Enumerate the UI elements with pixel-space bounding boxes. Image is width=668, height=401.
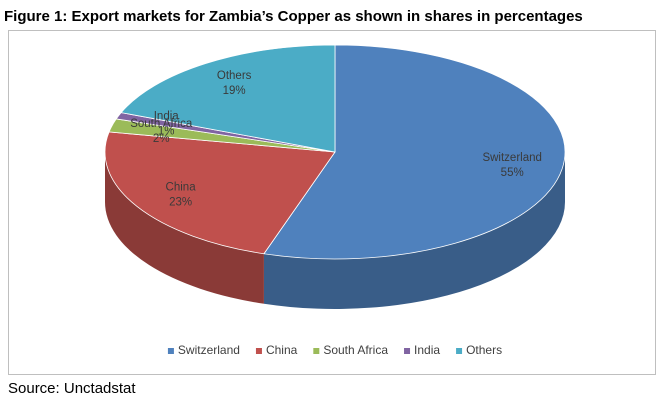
slice-side [105, 152, 264, 304]
source: Source: Unctadstat [8, 380, 136, 397]
legend-label: South Africa [323, 343, 388, 357]
label-category: Switzerland [482, 152, 541, 164]
label-value: 19% [223, 85, 246, 97]
slice-side [263, 152, 565, 309]
label-value: 1% [158, 126, 175, 138]
legend-swatch [456, 348, 463, 354]
data-label: China 23% [166, 182, 197, 209]
slice [120, 44, 336, 153]
legend-label: China [266, 343, 298, 357]
legend-label: Others [466, 343, 502, 357]
chart-frame [8, 30, 656, 375]
slice [104, 131, 336, 255]
legend-swatch [313, 348, 320, 354]
data-label: South Africa 2% [130, 118, 193, 145]
legend-swatch [167, 348, 174, 354]
data-label: India 1% [154, 111, 180, 138]
legend-swatch [255, 348, 262, 354]
data-label: Others 19% [217, 70, 252, 97]
legend-label: Switzerland [178, 343, 240, 357]
legend-label: India [414, 343, 440, 357]
label-value: 23% [169, 197, 192, 209]
label-category: China [166, 182, 197, 194]
label-category: South Africa [130, 118, 193, 130]
label-category: India [154, 111, 180, 123]
label-category: Others [217, 70, 252, 82]
label-value: 2% [153, 133, 170, 145]
label-value: 55% [501, 167, 524, 179]
data-label: Switzerland 55% [482, 152, 541, 179]
legend-swatch [404, 348, 411, 354]
chart-title: Figure 1: Export markets for Zambia’s Co… [4, 8, 583, 25]
slice [263, 44, 566, 260]
